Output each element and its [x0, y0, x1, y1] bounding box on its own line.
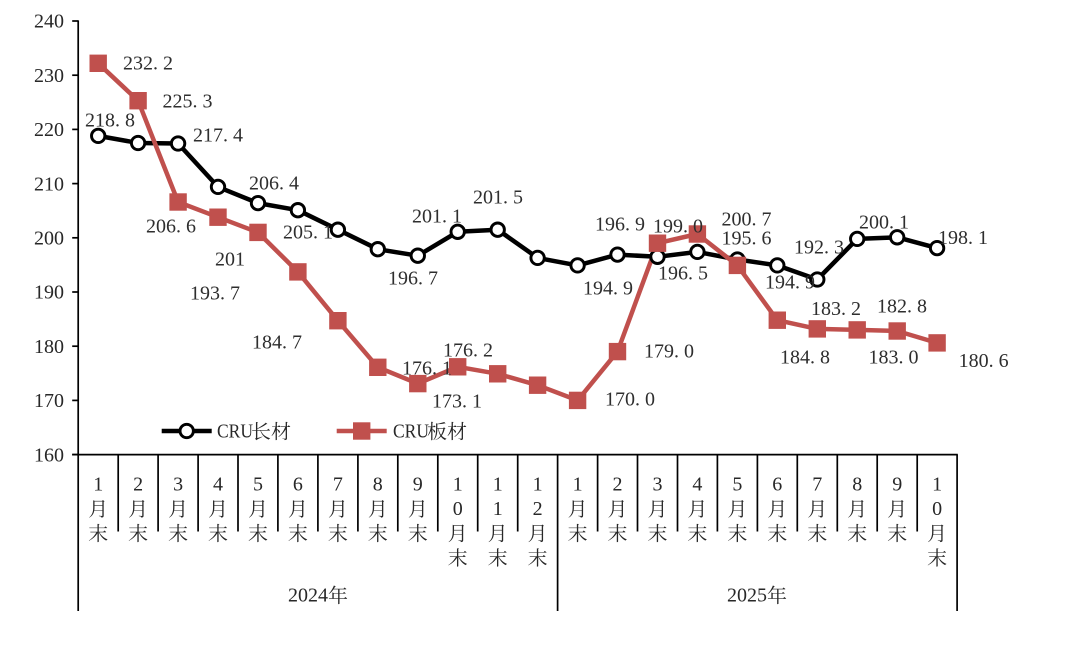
- svg-text:CRU: CRU: [393, 421, 429, 443]
- svg-text:195. 6: 195. 6: [722, 228, 772, 250]
- svg-text:2024: 2024: [288, 585, 328, 607]
- svg-text:196. 9: 196. 9: [595, 214, 645, 236]
- svg-text:180. 6: 180. 6: [959, 350, 1009, 372]
- svg-text:201. 1: 201. 1: [412, 206, 462, 228]
- svg-text:200: 200: [34, 228, 64, 250]
- svg-text:240: 240: [34, 11, 64, 33]
- svg-text:6: 6: [293, 474, 303, 496]
- svg-text:179. 0: 179. 0: [644, 341, 694, 363]
- svg-text:192. 3: 192. 3: [794, 237, 844, 259]
- svg-text:196. 5: 196. 5: [658, 263, 708, 285]
- svg-text:182. 8: 182. 8: [877, 296, 927, 318]
- svg-text:193. 7: 193. 7: [190, 283, 240, 305]
- svg-text:180: 180: [34, 336, 64, 358]
- svg-text:1: 1: [93, 474, 103, 496]
- svg-text:7: 7: [333, 474, 343, 496]
- svg-text:4: 4: [692, 474, 702, 496]
- svg-text:206. 6: 206. 6: [146, 216, 196, 238]
- svg-text:1: 1: [932, 474, 942, 496]
- svg-text:CRU: CRU: [217, 421, 253, 443]
- svg-text:2: 2: [133, 474, 143, 496]
- svg-text:173. 1: 173. 1: [432, 391, 482, 413]
- svg-text:184. 8: 184. 8: [780, 347, 830, 369]
- svg-text:1: 1: [533, 474, 543, 496]
- svg-text:196. 7: 196. 7: [388, 268, 438, 290]
- svg-text:205. 1: 205. 1: [283, 222, 333, 244]
- svg-text:8: 8: [373, 474, 383, 496]
- svg-text:1: 1: [453, 474, 463, 496]
- svg-text:176. 2: 176. 2: [443, 340, 493, 362]
- svg-text:3: 3: [173, 474, 183, 496]
- svg-text:9: 9: [892, 474, 902, 496]
- svg-text:184. 7: 184. 7: [252, 332, 302, 354]
- svg-text:210: 210: [34, 173, 64, 195]
- svg-text:170. 0: 170. 0: [605, 389, 655, 411]
- svg-text:206. 4: 206. 4: [249, 173, 299, 195]
- svg-text:200. 1: 200. 1: [859, 212, 909, 234]
- svg-text:200. 7: 200. 7: [722, 209, 772, 231]
- svg-text:232. 2: 232. 2: [123, 53, 173, 75]
- svg-text:0: 0: [453, 498, 463, 520]
- svg-text:1: 1: [573, 474, 583, 496]
- svg-text:230: 230: [34, 65, 64, 87]
- svg-text:3: 3: [653, 474, 663, 496]
- svg-text:183. 2: 183. 2: [811, 298, 861, 320]
- svg-text:201. 5: 201. 5: [473, 187, 523, 209]
- svg-text:2: 2: [613, 474, 623, 496]
- svg-text:225. 3: 225. 3: [163, 90, 213, 112]
- svg-text:199. 0: 199. 0: [653, 216, 703, 238]
- svg-text:183. 0: 183. 0: [869, 347, 919, 369]
- svg-text:217. 4: 217. 4: [193, 125, 243, 147]
- svg-text:190: 190: [34, 282, 64, 304]
- svg-text:1: 1: [493, 498, 503, 520]
- svg-text:160: 160: [34, 444, 64, 466]
- svg-text:198. 1: 198. 1: [938, 227, 988, 249]
- svg-text:220: 220: [34, 119, 64, 141]
- svg-text:1: 1: [493, 474, 503, 496]
- svg-text:7: 7: [812, 474, 822, 496]
- svg-text:6: 6: [772, 474, 782, 496]
- svg-text:218. 8: 218. 8: [85, 110, 135, 132]
- svg-text:9: 9: [413, 474, 423, 496]
- svg-text:194. 9: 194. 9: [583, 278, 633, 300]
- svg-text:2: 2: [533, 498, 543, 520]
- svg-text:201: 201: [215, 249, 245, 271]
- svg-text:4: 4: [213, 474, 223, 496]
- svg-text:5: 5: [732, 474, 742, 496]
- svg-text:170: 170: [34, 390, 64, 412]
- svg-text:8: 8: [852, 474, 862, 496]
- svg-text:194. 9: 194. 9: [765, 272, 815, 294]
- svg-text:176. 1: 176. 1: [402, 358, 452, 380]
- svg-text:5: 5: [253, 474, 263, 496]
- svg-text:2025: 2025: [727, 585, 767, 607]
- svg-text:0: 0: [932, 498, 942, 520]
